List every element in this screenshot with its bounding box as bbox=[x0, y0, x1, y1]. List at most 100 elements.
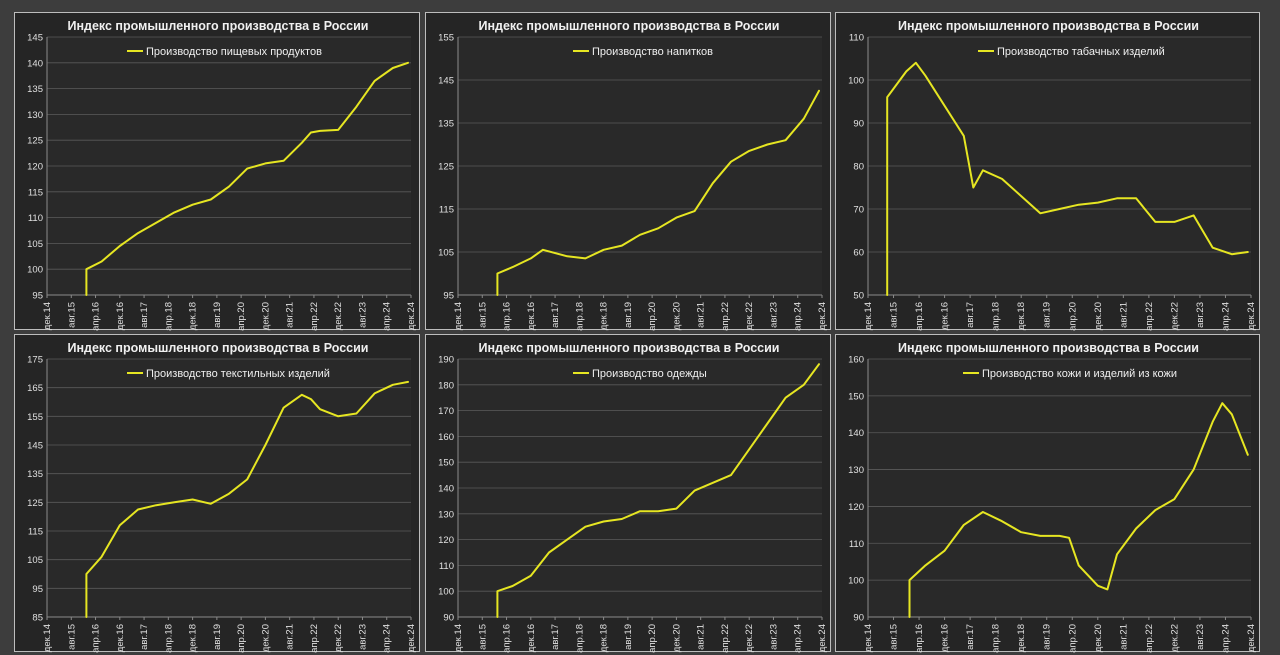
x-tick-label: апр.24 bbox=[793, 302, 804, 331]
y-tick-label: 100 bbox=[848, 576, 864, 587]
y-tick-label: 125 bbox=[27, 498, 43, 509]
series-line bbox=[496, 363, 820, 618]
x-tick-label: авг.17 bbox=[550, 302, 561, 328]
x-tick-label: авг.23 bbox=[1195, 624, 1206, 650]
y-tick-label: 135 bbox=[27, 84, 43, 95]
y-tick-label: 110 bbox=[439, 561, 454, 572]
y-tick-label: 135 bbox=[27, 469, 43, 480]
y-tick-label: 60 bbox=[853, 248, 864, 259]
y-tick-label: 105 bbox=[27, 239, 43, 250]
y-tick-label: 155 bbox=[438, 33, 454, 44]
x-tick-label: дек.18 bbox=[188, 302, 199, 330]
y-tick-label: 110 bbox=[28, 213, 43, 224]
series-line bbox=[85, 380, 409, 618]
x-tick-label: дек.20 bbox=[260, 624, 271, 652]
y-tick-label: 175 bbox=[27, 355, 43, 366]
x-tick-label: апр.18 bbox=[991, 624, 1002, 653]
x-tick-label: дек.24 bbox=[1246, 302, 1257, 330]
x-tick-label: апр.18 bbox=[574, 624, 585, 653]
series-line bbox=[886, 61, 1249, 296]
x-tick-label: дек.20 bbox=[671, 624, 682, 652]
y-tick-label: 150 bbox=[848, 391, 864, 402]
x-tick-label: апр.22 bbox=[309, 302, 320, 331]
x-tick-label: дек.24 bbox=[406, 302, 417, 330]
chart-title: Индекс промышленного производства в Росс… bbox=[898, 19, 1199, 33]
chart-panel-tobacco: Индекс промышленного производства в Росс… bbox=[835, 12, 1260, 331]
x-tick-label: апр.20 bbox=[1067, 302, 1078, 331]
chart-svg: Индекс промышленного производства в Росс… bbox=[27, 19, 417, 331]
y-tick-label: 95 bbox=[443, 291, 454, 302]
x-tick-label: авг.23 bbox=[357, 302, 368, 328]
x-tick-label: апр.24 bbox=[382, 302, 393, 331]
legend-label: Производство напитков bbox=[592, 46, 713, 58]
x-tick-label: дек.22 bbox=[333, 302, 344, 330]
x-tick-label: дек.22 bbox=[744, 302, 755, 330]
x-tick-label: авг.15 bbox=[66, 302, 77, 328]
x-tick-label: дек.14 bbox=[42, 624, 53, 652]
x-tick-label: дек.14 bbox=[453, 624, 464, 652]
x-tick-label: авг.19 bbox=[623, 302, 634, 328]
y-tick-label: 145 bbox=[438, 76, 454, 87]
x-tick-label: апр.24 bbox=[793, 624, 804, 653]
x-tick-label: авг.15 bbox=[889, 624, 900, 650]
series-line bbox=[908, 402, 1249, 618]
x-tick-label: дек.16 bbox=[115, 302, 126, 330]
y-tick-label: 100 bbox=[848, 76, 864, 87]
x-tick-label: дек.16 bbox=[940, 624, 951, 652]
x-tick-label: апр.22 bbox=[309, 624, 320, 653]
x-tick-label: дек.14 bbox=[42, 302, 53, 330]
chart-title: Индекс промышленного производства в Росс… bbox=[479, 19, 780, 33]
series-line bbox=[85, 61, 409, 296]
y-tick-label: 115 bbox=[28, 527, 43, 538]
y-tick-label: 110 bbox=[849, 539, 864, 550]
legend-label: Производство текстильных изделий bbox=[146, 368, 330, 380]
legend-label: Производство одежды bbox=[592, 368, 707, 380]
x-tick-label: дек.22 bbox=[1169, 624, 1180, 652]
x-tick-label: апр.16 bbox=[914, 624, 925, 653]
x-tick-label: дек.22 bbox=[744, 624, 755, 652]
y-tick-label: 140 bbox=[848, 428, 864, 439]
x-tick-label: авг.19 bbox=[1042, 624, 1053, 650]
x-tick-label: авг.17 bbox=[139, 302, 150, 328]
y-tick-label: 120 bbox=[27, 162, 43, 173]
x-tick-label: авг.21 bbox=[285, 302, 296, 328]
x-tick-label: апр.18 bbox=[163, 624, 174, 653]
x-tick-label: апр.24 bbox=[382, 624, 393, 653]
x-tick-label: апр.16 bbox=[91, 302, 102, 331]
x-tick-label: дек.22 bbox=[1169, 302, 1180, 330]
plot-area bbox=[868, 359, 1251, 617]
x-tick-label: авг.21 bbox=[696, 624, 707, 650]
x-tick-label: дек.18 bbox=[188, 624, 199, 652]
x-tick-label: апр.18 bbox=[991, 302, 1002, 331]
x-tick-label: дек.18 bbox=[599, 624, 610, 652]
series-line bbox=[496, 89, 820, 296]
x-tick-label: авг.21 bbox=[1118, 624, 1129, 650]
x-tick-label: дек.16 bbox=[940, 302, 951, 330]
x-tick-label: авг.21 bbox=[696, 302, 707, 328]
x-tick-label: авг.19 bbox=[623, 624, 634, 650]
y-tick-label: 190 bbox=[438, 355, 454, 366]
y-tick-label: 50 bbox=[853, 291, 864, 302]
y-tick-label: 135 bbox=[438, 119, 454, 130]
x-tick-label: апр.16 bbox=[91, 624, 102, 653]
x-tick-label: авг.17 bbox=[139, 624, 150, 650]
x-tick-label: апр.24 bbox=[1220, 624, 1231, 653]
y-tick-label: 90 bbox=[853, 613, 864, 624]
chart-panel-leather: Индекс промышленного производства в Росс… bbox=[835, 334, 1260, 653]
y-tick-label: 115 bbox=[28, 187, 43, 198]
x-tick-label: авг.15 bbox=[66, 624, 77, 650]
x-tick-label: апр.22 bbox=[1144, 624, 1155, 653]
x-tick-label: апр.20 bbox=[1067, 624, 1078, 653]
chart-panel-textiles: Индекс промышленного производства в Росс… bbox=[14, 334, 420, 653]
x-tick-label: апр.16 bbox=[502, 302, 513, 331]
y-tick-label: 95 bbox=[32, 291, 43, 302]
chart-svg: Индекс промышленного производства в Росс… bbox=[27, 341, 417, 653]
y-tick-label: 100 bbox=[27, 265, 43, 276]
y-tick-label: 170 bbox=[438, 406, 454, 417]
x-tick-label: дек.24 bbox=[817, 624, 828, 652]
y-tick-label: 100 bbox=[438, 587, 454, 598]
x-tick-label: дек.24 bbox=[1246, 624, 1257, 652]
y-tick-label: 145 bbox=[27, 33, 43, 44]
x-tick-label: апр.24 bbox=[1220, 302, 1231, 331]
x-tick-label: дек.16 bbox=[526, 624, 537, 652]
